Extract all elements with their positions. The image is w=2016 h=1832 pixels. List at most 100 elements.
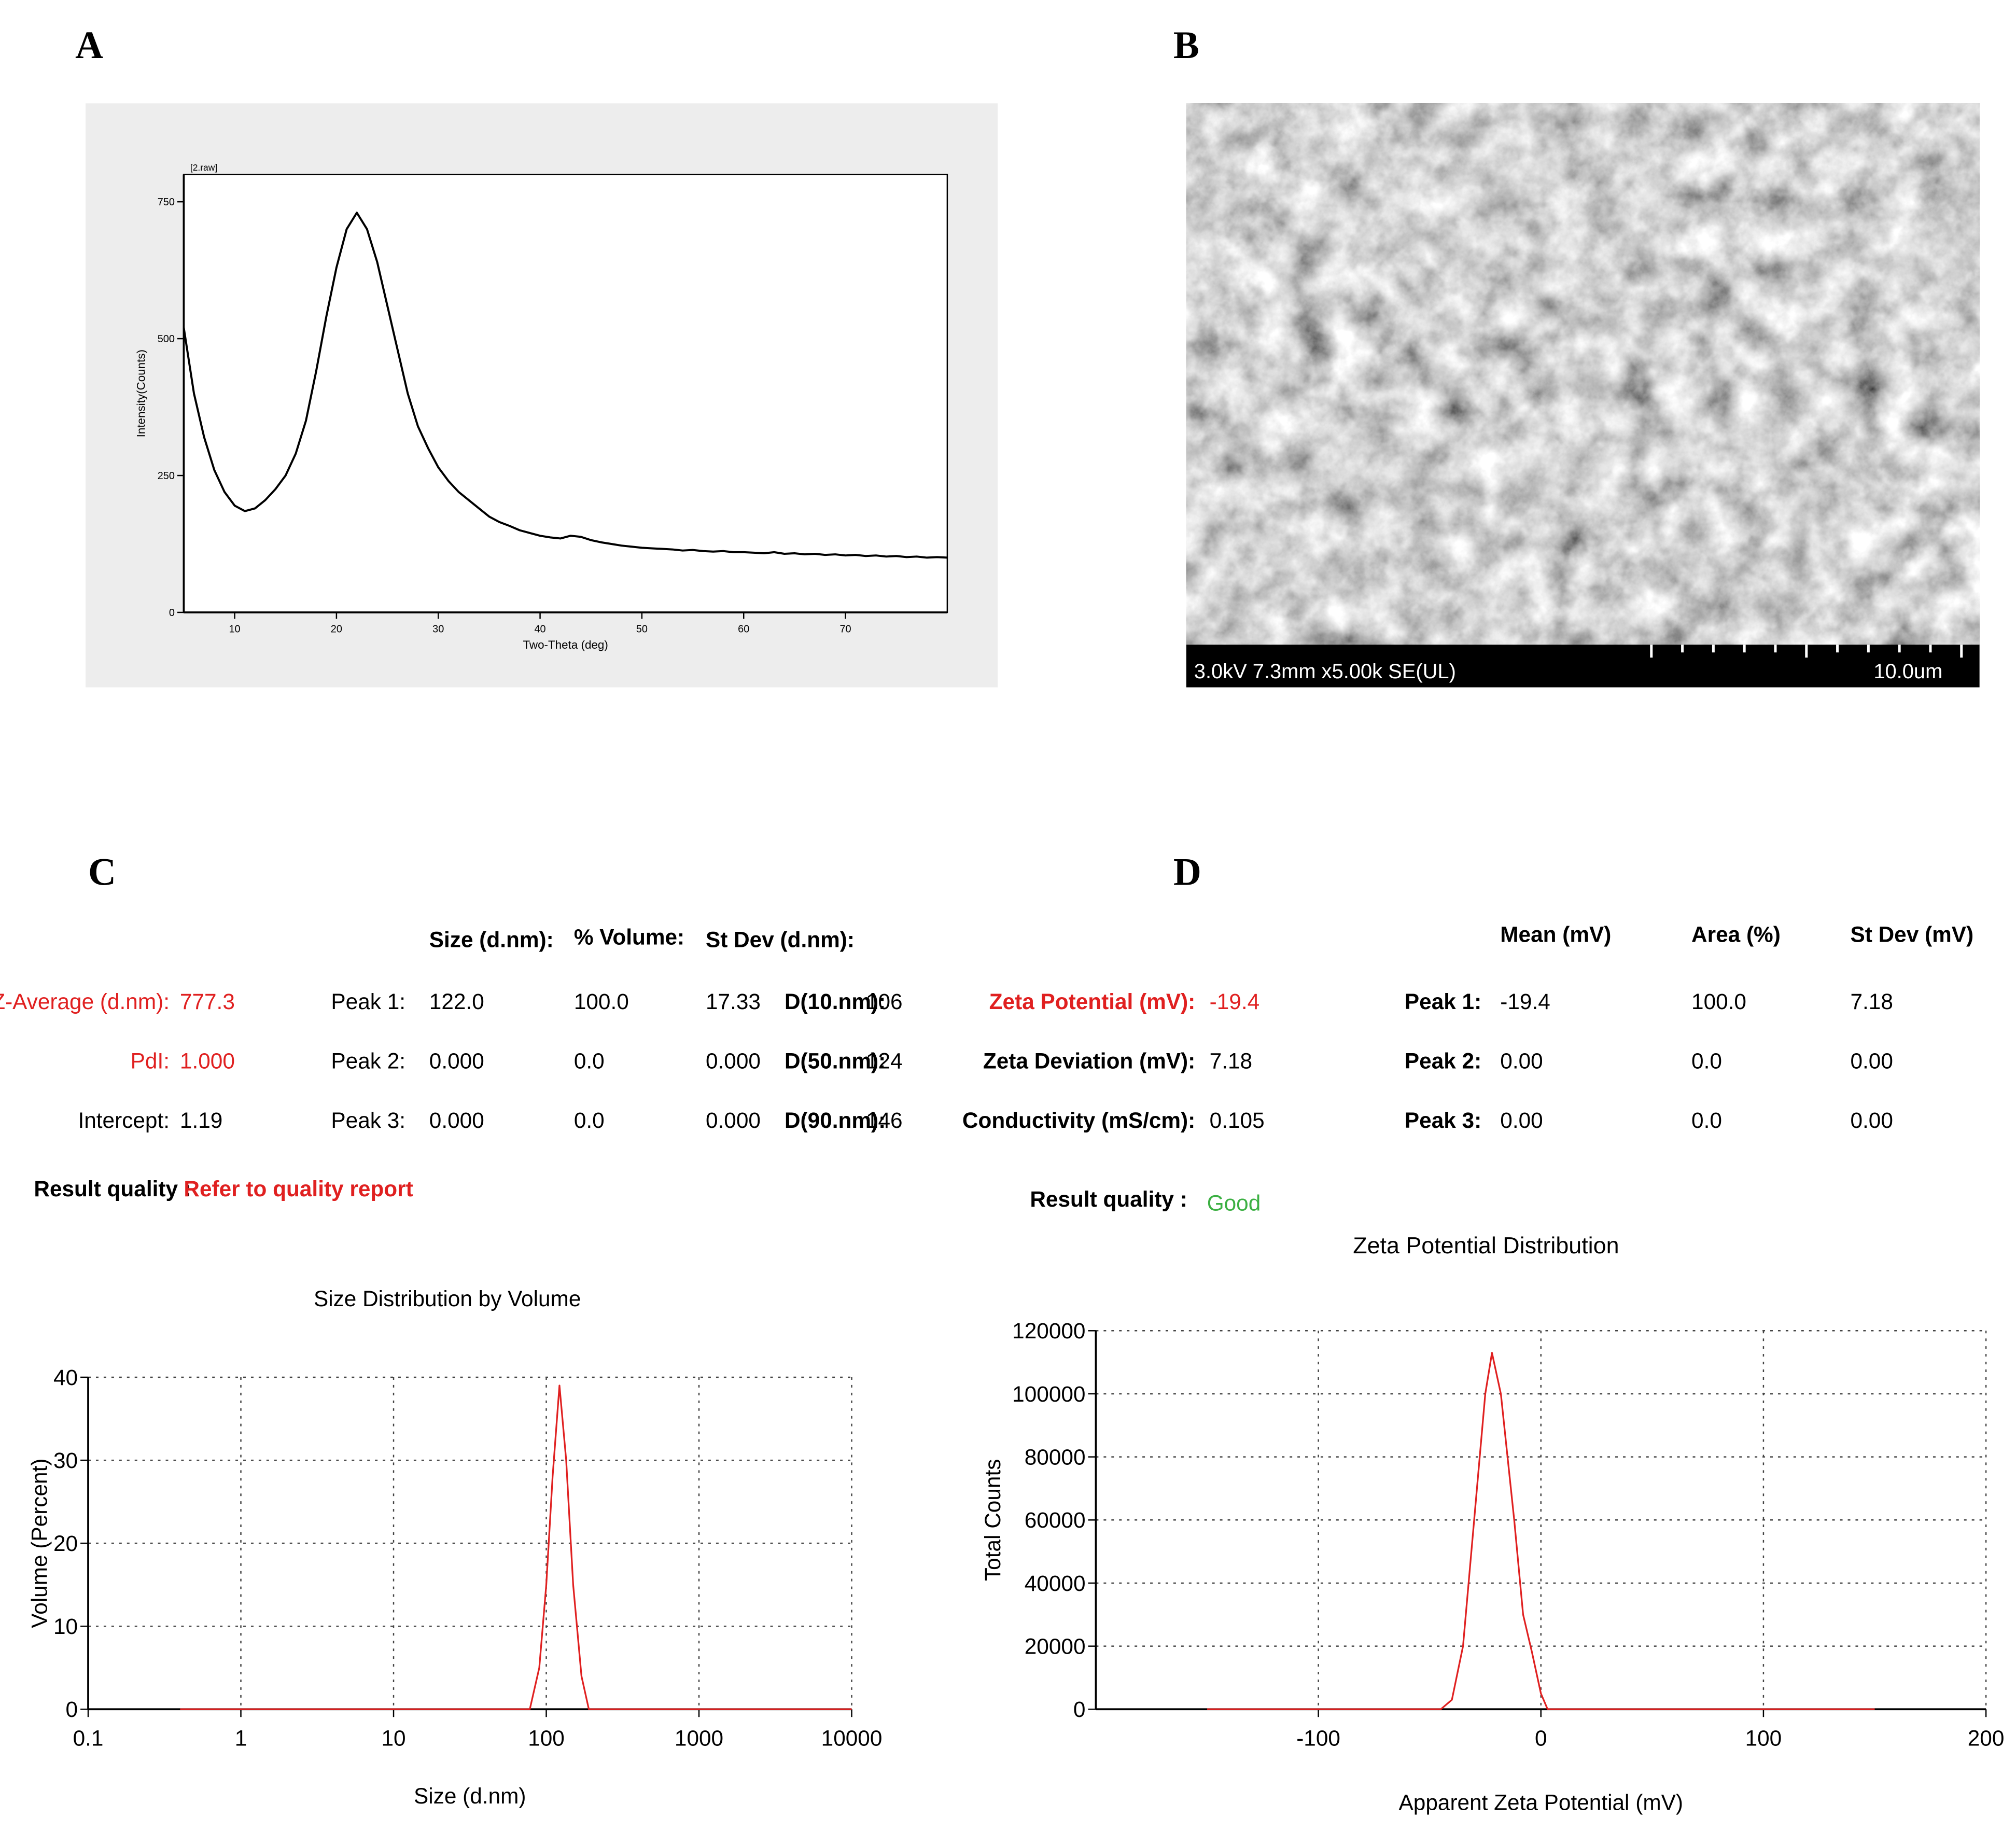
value: 0.0: [574, 1108, 605, 1132]
value: 122.0: [429, 989, 484, 1014]
x-tick-label: 200: [1968, 1726, 2005, 1750]
value: 1.000: [180, 1049, 235, 1073]
panel-letter: D: [1173, 851, 1201, 894]
chart-title: [2.raw]: [190, 162, 217, 173]
size-results: Size (d.nm): % Volume: St Dev (d.nm): Z-…: [0, 925, 903, 1201]
y-tick-label: 120000: [1012, 1319, 1085, 1343]
y-tick-label: 20000: [1025, 1634, 1086, 1658]
y-axis-label: Volume (Percent): [27, 1459, 51, 1628]
y-tick-label: 80000: [1025, 1445, 1086, 1469]
y-tick-label: 0: [66, 1697, 78, 1722]
value: 0.0: [1691, 1049, 1722, 1073]
value: 0.0: [574, 1049, 605, 1073]
quality: Refer to quality report: [184, 1177, 413, 1201]
value: 7.18: [1850, 989, 1893, 1014]
data-line: [180, 1385, 852, 1710]
x-tick-label: 100: [1745, 1726, 1782, 1750]
value: 0.00: [1850, 1049, 1893, 1073]
x-tick-label: 10000: [821, 1726, 883, 1750]
value: 0.00: [1500, 1108, 1543, 1132]
x-tick-label: 10: [229, 623, 240, 635]
header: Area (%): [1691, 922, 1781, 946]
value: 100.0: [1691, 989, 1746, 1014]
x-tick-label: 0.1: [73, 1726, 104, 1750]
value: 0.000: [706, 1049, 761, 1073]
label: Intercept:: [78, 1108, 170, 1132]
value: 1.19: [180, 1108, 222, 1132]
peak-label: Peak 1:: [1405, 989, 1481, 1014]
header: St Dev (d.nm):: [706, 927, 855, 952]
y-tick-label: 100000: [1012, 1382, 1085, 1406]
value: 7.18: [1210, 1049, 1252, 1073]
chart-title: Size Distribution by Volume: [314, 1286, 581, 1311]
x-axis-label: Apparent Zeta Potential (mV): [1399, 1791, 1683, 1815]
sem-info-bar: [1186, 645, 1980, 688]
header: Size (d.nm):: [429, 927, 554, 952]
label: Zeta Potential (mV):: [989, 989, 1196, 1014]
y-tick-label: 250: [158, 470, 175, 482]
d-label: D(50.nm):: [785, 1049, 886, 1073]
value: 0.000: [706, 1108, 761, 1132]
y-axis-label: Total Counts: [981, 1459, 1005, 1581]
quality-label: Result quality :: [1030, 1187, 1187, 1211]
panel-letter: B: [1173, 24, 1199, 67]
peak-label: Peak 3:: [331, 1108, 405, 1132]
value: 100.0: [574, 989, 629, 1014]
x-axis-label: Size (d.nm): [414, 1784, 526, 1808]
label: Conductivity (mS/cm):: [962, 1108, 1195, 1132]
x-axis-label: Two-Theta (deg): [523, 638, 608, 651]
sem-texture: [1186, 103, 1980, 645]
quality-label: Result quality :: [34, 1177, 191, 1201]
y-tick-label: 40: [53, 1365, 78, 1390]
chart-title: Zeta Potential Distribution: [1353, 1232, 1619, 1258]
peak-label: Peak 2:: [331, 1049, 405, 1073]
zeta-results: Mean (mV) Area (%) St Dev (mV) Zeta Pote…: [962, 922, 1973, 1215]
x-tick-label: 60: [738, 623, 749, 635]
quality: Good: [1207, 1191, 1261, 1215]
y-tick-label: 500: [158, 333, 175, 345]
value: 777.3: [180, 989, 235, 1014]
value: 0.105: [1210, 1108, 1265, 1132]
plot-frame: [183, 174, 948, 613]
x-tick-label: -100: [1296, 1726, 1340, 1750]
x-tick-label: 40: [534, 623, 545, 635]
header: St Dev (mV): [1850, 922, 1973, 946]
y-tick-label: 20: [53, 1531, 78, 1556]
x-tick-label: 50: [636, 623, 648, 635]
d-label: D(10.nm):: [785, 989, 886, 1014]
value: 0.000: [429, 1108, 484, 1132]
x-tick-label: 70: [839, 623, 851, 635]
x-tick-label: 0: [1535, 1726, 1547, 1750]
d-label: D(90.nm):: [785, 1108, 886, 1132]
value: 17.33: [706, 989, 761, 1014]
value: 106: [866, 989, 903, 1014]
peak-label: Peak 1:: [331, 989, 405, 1014]
value: 0.00: [1850, 1108, 1893, 1132]
value: 0.000: [429, 1049, 484, 1073]
sem-scale: 10.0um: [1873, 660, 1942, 683]
y-tick-label: 0: [169, 607, 175, 619]
scale-bar: [1650, 645, 1963, 658]
label: Z-Average (d.nm):: [0, 989, 170, 1014]
value: -19.4: [1210, 989, 1260, 1014]
x-tick-label: 100: [528, 1726, 565, 1750]
peak-label: Peak 3:: [1405, 1108, 1481, 1132]
panel-letter: A: [75, 24, 103, 67]
x-tick-label: 1: [235, 1726, 247, 1750]
header: Mean (mV): [1500, 922, 1611, 946]
value: 124: [866, 1049, 903, 1073]
y-tick-label: 60000: [1025, 1508, 1086, 1532]
value: 146: [866, 1108, 903, 1132]
data-line: [183, 212, 948, 559]
value: 0.00: [1500, 1049, 1543, 1073]
header: % Volume:: [574, 925, 684, 949]
y-tick-label: 10: [53, 1614, 78, 1639]
y-tick-label: 40000: [1025, 1571, 1086, 1596]
peak-label: Peak 2:: [1405, 1049, 1481, 1073]
label: PdI:: [131, 1049, 170, 1073]
sem-caption: 3.0kV 7.3mm x5.00k SE(UL): [1194, 660, 1456, 683]
panel-letter: C: [88, 851, 116, 894]
label: Zeta Deviation (mV):: [983, 1049, 1195, 1073]
